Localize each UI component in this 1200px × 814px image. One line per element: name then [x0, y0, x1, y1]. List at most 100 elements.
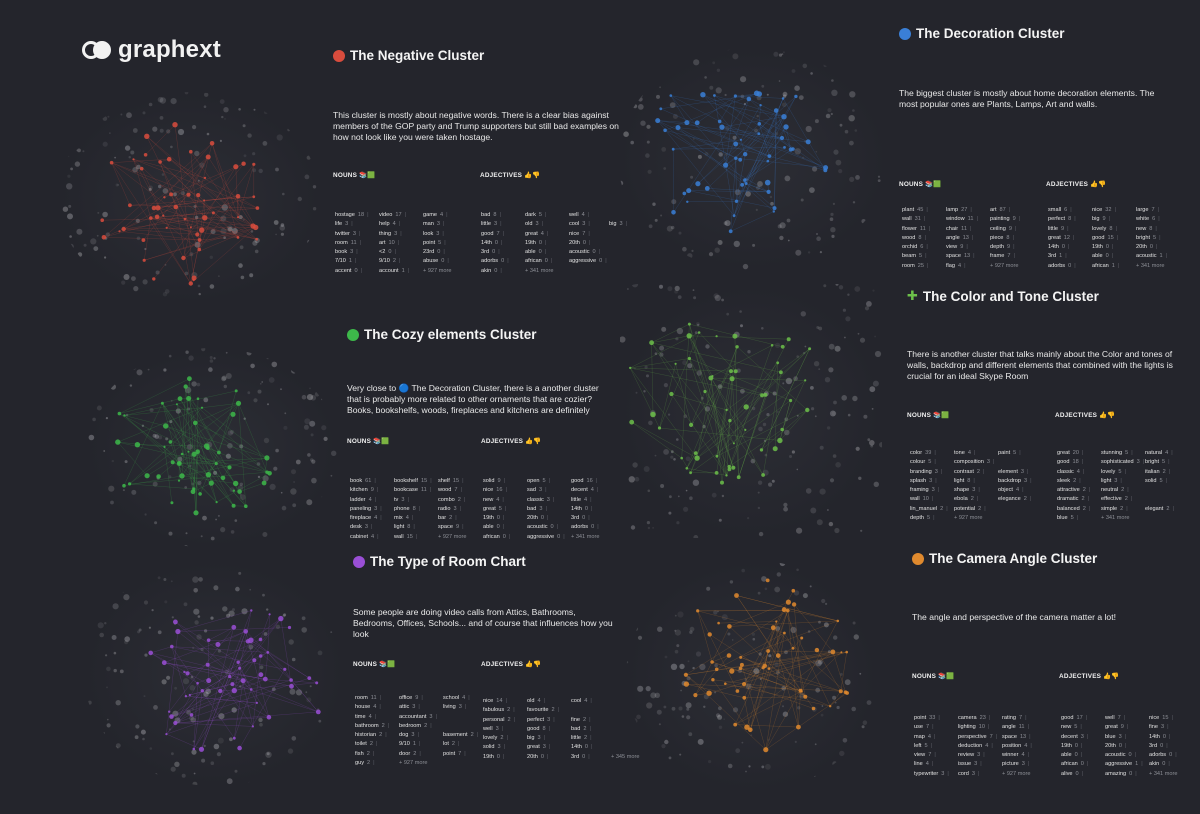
graph-edge [204, 166, 237, 218]
cozy-cluster-graph[interactable] [86, 348, 338, 548]
graph-node [210, 536, 215, 541]
graph-edge [660, 108, 770, 157]
graph-node [163, 368, 167, 372]
camera-nouns-label: NOUNS 📚🟩 [912, 673, 955, 680]
word-count-cell: classic 4 | [1057, 468, 1085, 475]
cluster-node [289, 678, 293, 682]
graph-node [258, 168, 263, 174]
graph-edge [695, 661, 713, 696]
graph-edge [206, 403, 239, 447]
graph-edge [237, 164, 255, 218]
color-cluster-description: There is another cluster that talks main… [907, 349, 1173, 381]
cluster-node [796, 724, 801, 730]
graph-edge [183, 164, 254, 259]
graph-node [745, 770, 747, 773]
graph-node [103, 450, 106, 452]
graph-node [757, 480, 763, 485]
graph-node [193, 772, 196, 775]
word-row: balanced 2 | simple 2 | elegant 2 | [1057, 505, 1185, 514]
graph-edge [651, 335, 690, 343]
graph-node [67, 155, 70, 158]
word-count-cell: balanced 2 | [1057, 505, 1091, 512]
negative-cluster-graph[interactable] [58, 92, 320, 304]
graph-node [313, 516, 317, 521]
graph-edge [721, 420, 731, 483]
word-count-cell: 19th 0 | [1061, 742, 1083, 749]
word-count-cell: cool 3 | [569, 221, 590, 228]
graph-node [724, 220, 731, 227]
graph-edge [171, 690, 221, 717]
graph-node [734, 189, 741, 196]
graph-edge [129, 403, 239, 485]
graph-edge [239, 668, 254, 727]
word-count-cell: bookcase 11 | [394, 487, 432, 494]
cluster-node [230, 682, 235, 687]
graph-edge [159, 161, 239, 238]
graph-edge [697, 95, 736, 124]
room-cluster-graph[interactable] [84, 560, 346, 786]
camera-cluster-title: The Camera Angle Cluster [912, 551, 1097, 566]
graph-node [732, 707, 739, 713]
graph-node [884, 48, 888, 52]
graph-node [741, 741, 744, 744]
graph-node [878, 111, 883, 116]
graph-edge [670, 95, 785, 117]
graph-node [289, 688, 296, 695]
cluster-node [266, 651, 270, 654]
graph-node [865, 611, 870, 616]
cluster-node [708, 375, 714, 381]
cluster-node [715, 335, 718, 338]
graph-node [295, 265, 298, 268]
cluster-node [231, 687, 237, 694]
graph-edge [698, 332, 736, 372]
graph-node [830, 212, 834, 216]
word-row: plant 45 | lamp 27 | art 87 | [902, 206, 1030, 215]
graph-node [151, 609, 154, 612]
graph-node [223, 236, 226, 239]
cluster-node [757, 132, 761, 136]
graph-node [110, 515, 115, 521]
color-cluster-graph[interactable] [620, 284, 882, 538]
graph-node [773, 51, 779, 57]
word-count-cell: line 4 | [914, 761, 934, 768]
camera-cluster-graph[interactable] [626, 560, 878, 792]
graph-edge [206, 446, 236, 484]
decoration-cluster-graph[interactable] [618, 48, 888, 270]
graph-node [221, 375, 227, 381]
graph-node [818, 326, 823, 331]
cluster-node [629, 419, 635, 425]
word-count-cell: game 4 | [423, 212, 448, 218]
graph-node [810, 507, 817, 514]
graph-edge [137, 444, 207, 447]
cluster-node [739, 655, 743, 659]
graph-edge [740, 668, 841, 692]
graph-node [266, 752, 270, 756]
word-row: 19th 0 | 20th 0 | 3rd 0 | [483, 514, 611, 523]
graph-node [96, 234, 99, 237]
graph-edge [111, 162, 199, 196]
cluster-node [173, 204, 179, 210]
graph-edge [744, 155, 770, 181]
cluster-node [772, 210, 775, 213]
word-count-cell: deduction 4 | [958, 742, 993, 749]
graph-node [321, 425, 327, 431]
word-count-cell: basement 2 | [443, 732, 479, 739]
graph-node [106, 723, 111, 728]
graph-edge [232, 618, 282, 685]
word-count-cell: able 0 | [483, 524, 505, 531]
word-count-cell: classic 3 | [527, 496, 555, 503]
graph-edge [193, 683, 198, 750]
graph-node [879, 243, 882, 246]
graph-edge [207, 664, 254, 727]
graph-edge [736, 116, 785, 202]
graph-node [715, 713, 721, 718]
graph-node [262, 762, 266, 766]
cluster-node [711, 678, 715, 682]
graph-edge [111, 162, 131, 206]
cluster-node [629, 366, 632, 370]
graph-node [623, 131, 629, 137]
graph-node [740, 76, 747, 83]
graph-node [727, 763, 733, 769]
graph-node [795, 249, 802, 256]
cluster-node [315, 709, 321, 715]
